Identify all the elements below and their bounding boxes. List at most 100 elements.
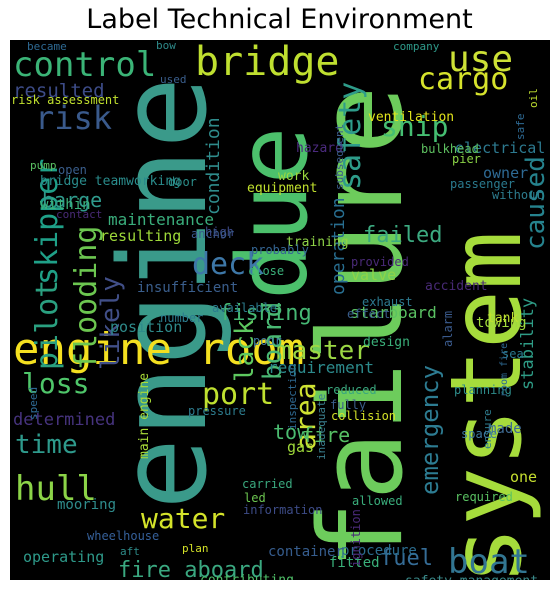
cloud-word-led: led	[244, 491, 266, 505]
cloud-word-boat: boat	[448, 542, 530, 580]
cloud-word-bridge-teamworking: bridge teamworking	[40, 174, 181, 189]
cloud-word-water: water	[141, 502, 226, 535]
cloud-word-passenger: passenger	[450, 177, 516, 191]
cloud-word-container: container	[268, 544, 344, 560]
cloud-word-without: without	[492, 188, 543, 202]
cloud-word-accident: accident	[425, 279, 488, 294]
cloud-word-main-engine: main engine	[137, 372, 152, 459]
cloud-word-control: control	[13, 45, 157, 85]
cloud-word-pilot: pilot	[30, 279, 65, 370]
cloud-word-one: one	[510, 468, 538, 486]
cloud-word-required: required	[455, 490, 513, 504]
cloud-word-ignition: ignition	[349, 509, 363, 567]
cloud-word-allowed: allowed	[352, 494, 403, 508]
cloud-word-training: training	[286, 235, 349, 250]
cloud-word-fire: fire	[302, 423, 351, 447]
cloud-word-planning: planning	[454, 383, 512, 397]
cloud-word-risk-assessment: risk assessment	[11, 93, 120, 107]
cloud-word-within: within	[40, 197, 91, 213]
cloud-word-lack: lack	[230, 319, 260, 382]
cloud-word-towing: towing	[476, 315, 527, 331]
cloud-word-starboard: starboard	[350, 303, 437, 322]
cloud-word-gas: gas	[287, 438, 315, 456]
cloud-word-fire-aboard: fire aboard	[118, 558, 264, 581]
cloud-word-owner: owner	[483, 164, 529, 182]
cloud-word-space: space	[461, 427, 498, 441]
cloud-word-design: design	[363, 335, 410, 350]
cloud-word-provided: provided	[351, 255, 409, 269]
cloud-word-contact: contact	[56, 208, 103, 221]
cloud-word-cargo: cargo	[418, 62, 509, 97]
cloud-word-loss: loss	[22, 367, 90, 400]
cloud-word-port: port	[202, 377, 275, 412]
cloud-word-resulting: resulting	[100, 227, 182, 245]
cloud-word-procedure: procedure	[341, 543, 417, 559]
cloud-word-fuel: fuel	[380, 546, 433, 571]
cloud-word-equipment: equipment	[247, 181, 318, 196]
cloud-word-fully: fully	[330, 398, 367, 412]
cloud-word-became: became	[27, 40, 67, 53]
cloud-word-bulkhead: bulkhead	[421, 142, 479, 156]
cloud-word-position: position	[110, 318, 183, 336]
cloud-word-inspection: inspection	[286, 363, 299, 430]
cloud-word-barge: barge	[42, 188, 103, 212]
cloud-word-available: available	[212, 301, 278, 315]
cloud-word-tank: tank	[487, 311, 519, 326]
cloud-word-collision: collision	[331, 409, 397, 423]
cloud-word-company: company	[393, 40, 440, 53]
cloud-word-speed: speed	[27, 386, 40, 420]
cloud-word-risk: risk	[35, 99, 113, 137]
cloud-word-pier: pier	[452, 152, 481, 166]
word-cloud: engine failure system due engine room bridge c…	[10, 40, 550, 580]
cloud-word-number: number	[160, 311, 204, 325]
cloud-word-electrical: electrical	[455, 139, 546, 157]
cloud-word-ventilation: ventilation	[368, 110, 455, 125]
cloud-word-fitted: fitted	[329, 555, 380, 571]
cloud-word-engine-room: engine room	[13, 324, 305, 375]
cloud-word-maintenance: maintenance	[108, 210, 214, 229]
cloud-word-operating: operating	[23, 548, 105, 566]
cloud-word-sea: sea	[502, 347, 524, 361]
cloud-word-pump: pump	[30, 159, 57, 172]
cloud-word-used: used	[160, 73, 187, 86]
cloud-word-condition: condition	[203, 117, 224, 215]
cloud-word-mooring: mooring	[57, 497, 117, 513]
cloud-word-insufficient: insufficient	[137, 280, 239, 296]
cloud-word-door: door	[168, 175, 197, 189]
cloud-word-work: work	[278, 169, 310, 184]
cloud-word-emergency: emergency	[416, 364, 444, 495]
cloud-word-open: open	[58, 163, 87, 177]
cloud-word-poor: poor	[253, 334, 282, 348]
cloud-word-safe: safe	[514, 113, 527, 141]
cloud-word-information: information	[243, 503, 323, 517]
cloud-word-tow: tow	[273, 420, 310, 444]
cloud-word-resulted: resulted	[13, 80, 105, 102]
cloud-word-reduced: reduced	[326, 383, 377, 397]
cloud-word-plan: plan	[182, 542, 209, 555]
cloud-word-determined: determined	[13, 410, 116, 430]
cloud-word-bow: bow	[156, 40, 176, 52]
cloud-word-alarm: alarm	[441, 310, 455, 347]
cloud-word-time: time	[15, 430, 78, 460]
cloud-word-deck: deck	[192, 247, 265, 282]
cloud-word-oil: oil	[527, 88, 540, 108]
cloud-word-ship: ship	[381, 110, 449, 143]
cloud-word-exhaust: exhaust	[362, 295, 413, 309]
cloud-word-inadequate: inadequate	[315, 393, 328, 460]
cloud-word-effect: effect	[347, 307, 391, 321]
cloud-word-probably: probably	[251, 243, 309, 257]
cloud-word-subsequent: subsequent	[333, 123, 346, 190]
cloud-word-wheelhouse: wheelhouse	[87, 529, 160, 543]
cloud-word-anchor: anchor	[191, 227, 235, 241]
cloud-word-stability: stability	[518, 297, 538, 390]
cloud-word-bridge: bridge	[195, 40, 340, 85]
cloud-word-failed: failed	[363, 223, 443, 248]
cloud-word-high: high	[205, 225, 234, 239]
cloud-word-valve: valve	[351, 266, 397, 284]
cloud-word-aft: aft	[120, 545, 140, 558]
cloud-word-hazard: hazard	[296, 141, 343, 156]
chart-title: Label Technical Environment	[86, 4, 473, 35]
cloud-word-room-fire: room fire	[499, 342, 510, 397]
cloud-word-use: use	[448, 40, 514, 80]
cloud-word-fishing: fishing	[219, 301, 312, 326]
